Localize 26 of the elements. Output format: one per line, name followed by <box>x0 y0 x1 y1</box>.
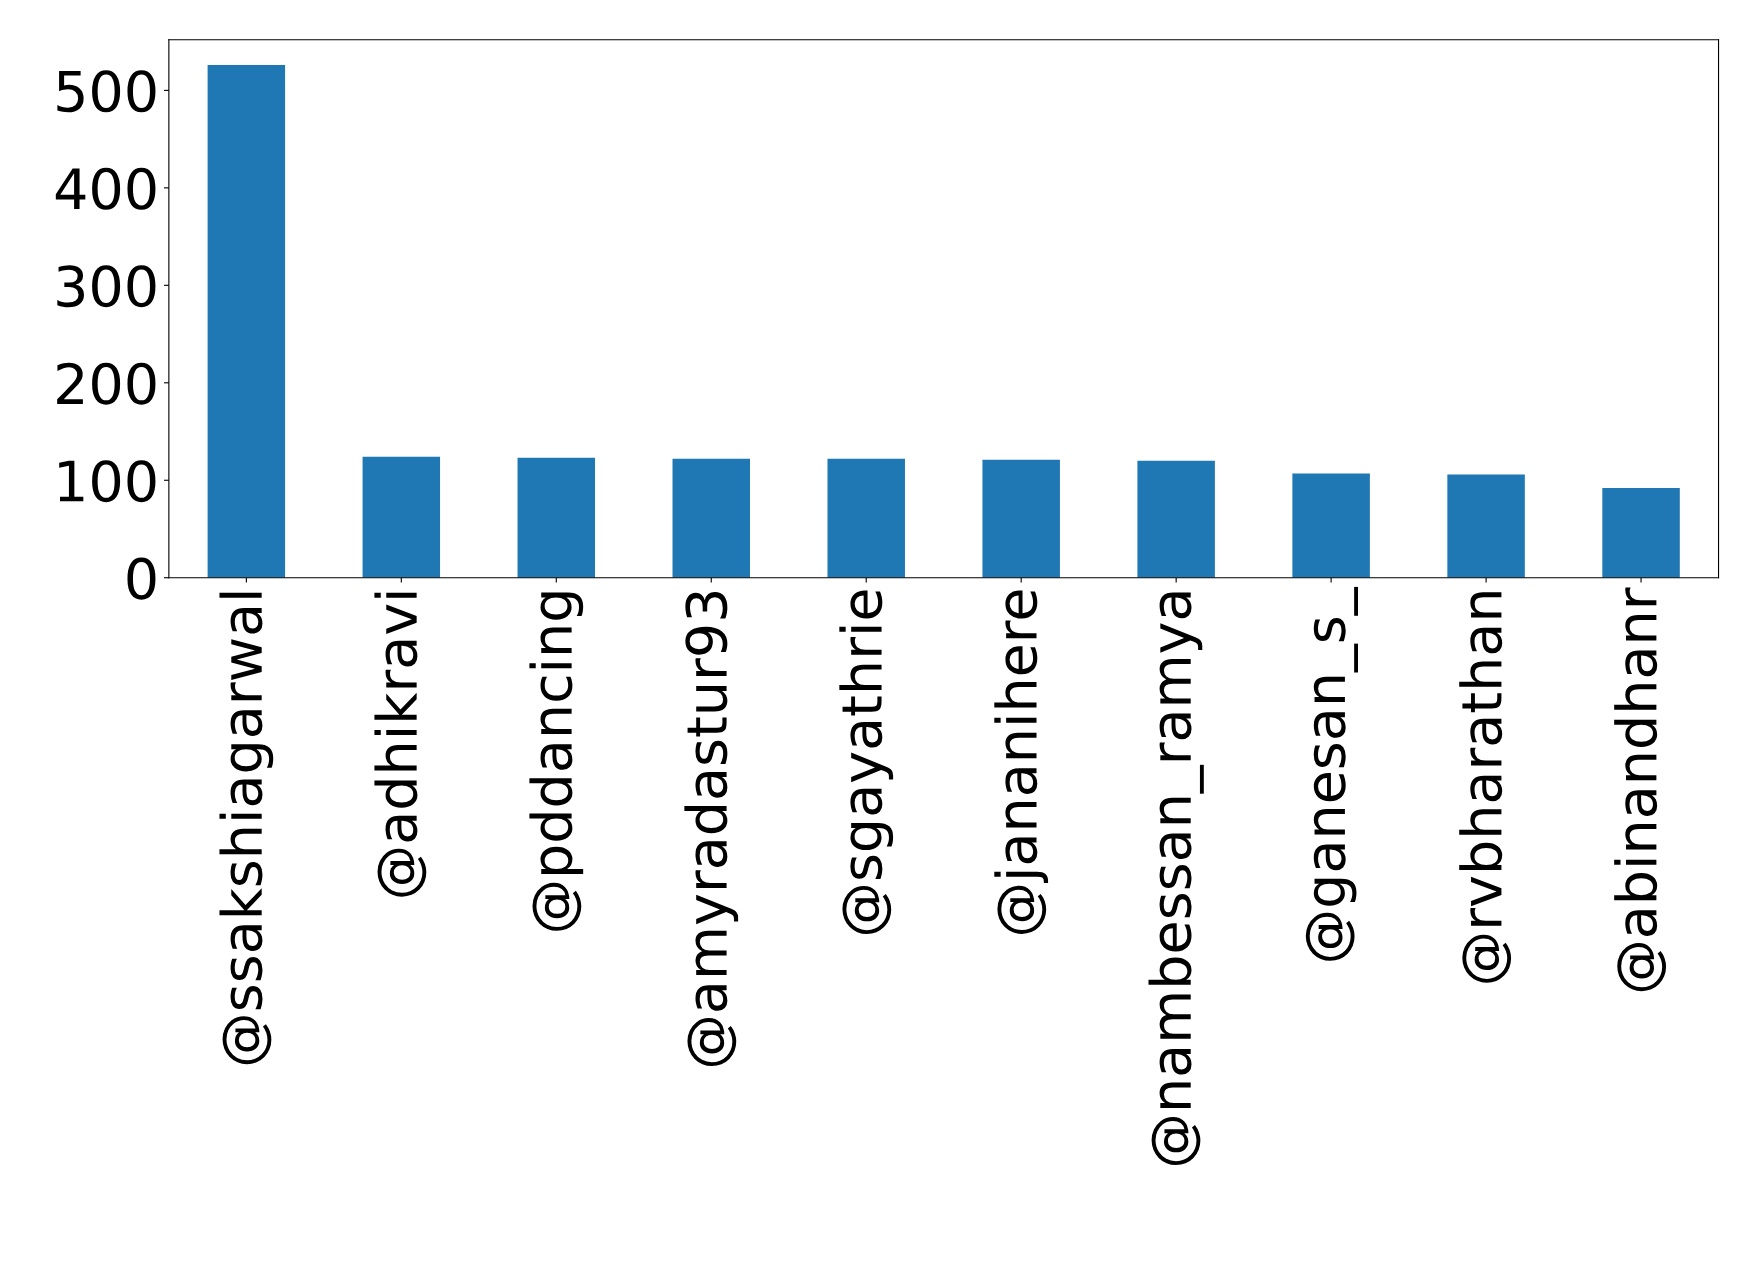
bar <box>672 458 750 578</box>
x-tick-label: @adhikravi <box>374 592 427 897</box>
bar <box>827 458 905 578</box>
bar <box>1447 474 1525 578</box>
x-tick-label: @amyradastur93 <box>684 591 739 1067</box>
bar <box>517 457 596 578</box>
bar <box>1292 473 1370 578</box>
x-tick-label: @sgayathrie <box>839 590 894 934</box>
y-tick-label: 500 <box>57 70 156 113</box>
y-tick-label: 0 <box>127 557 156 600</box>
x-tick-label: @abinandhanr <box>1614 587 1667 992</box>
x-tick-label: @rvbharathan <box>1459 592 1512 983</box>
bar <box>982 459 1060 578</box>
bar <box>362 456 441 578</box>
bar <box>1602 488 1680 578</box>
y-tick-label: 100 <box>59 460 156 503</box>
y-tick-label: 400 <box>55 167 156 210</box>
x-tick-label: @jananihere <box>994 590 1049 934</box>
x-tick-label: @ganesan_s_ <box>1305 586 1359 961</box>
x-tick-label: @nambessan_ramya <box>1148 592 1204 1166</box>
bar <box>1137 460 1215 578</box>
y-tick-label: 300 <box>57 265 156 308</box>
x-tick-label: @pddancing <box>529 592 584 931</box>
bar <box>207 65 286 578</box>
y-tick-label: 200 <box>57 362 156 405</box>
x-tick-label: @ssakshiagarwal <box>219 592 274 1065</box>
